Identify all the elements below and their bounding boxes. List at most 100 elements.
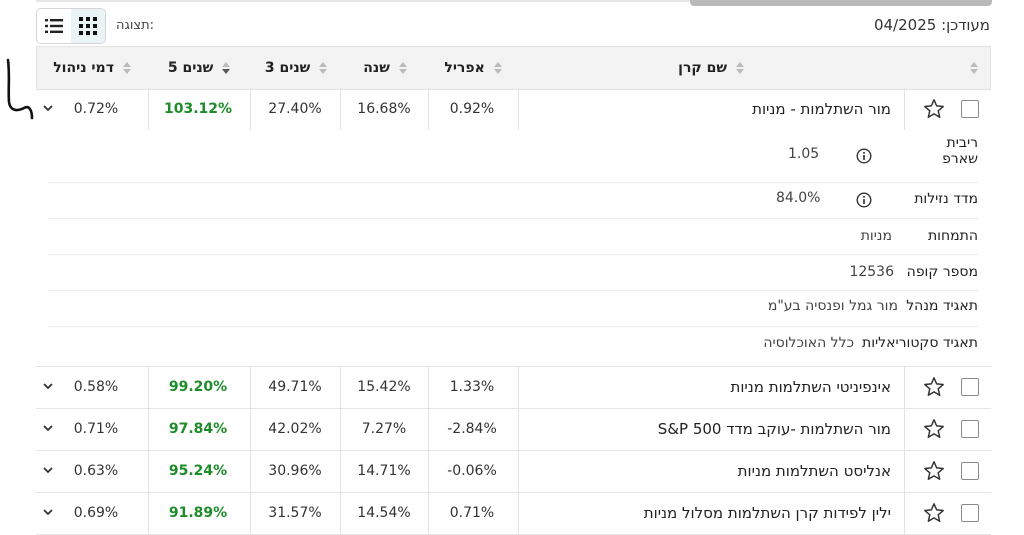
column-header-year[interactable]: שנה	[341, 47, 429, 89]
cell-divider	[340, 492, 341, 534]
cell-divider	[148, 492, 149, 534]
april-cell: -2.84%	[447, 421, 497, 437]
cell-divider	[518, 88, 519, 130]
updated-date: מעודכן: 04/2025	[873, 16, 990, 34]
cell-divider	[250, 366, 251, 408]
detail-row-fund-number: מספר קופה 12536	[48, 254, 978, 291]
cell-divider	[518, 492, 519, 534]
fund-number-label: מספר קופה	[906, 264, 978, 280]
april-cell: 0.71%	[449, 505, 495, 521]
cell-divider	[428, 88, 429, 130]
cell-divider	[904, 450, 905, 492]
year-cell: 15.42%	[357, 379, 411, 395]
fund-name[interactable]: מור השתלמות -עוקב מדד S&P 500	[657, 420, 891, 438]
list-icon	[45, 19, 63, 33]
specialization-label: התמחות	[927, 228, 978, 244]
cell-divider	[148, 450, 149, 492]
row-checkbox[interactable]	[961, 100, 979, 118]
cell-divider	[904, 408, 905, 450]
sort-icon	[122, 62, 131, 74]
cell-divider	[148, 366, 149, 408]
mgmt-fee-cell: 0.71%	[73, 421, 119, 437]
cell-divider	[428, 366, 429, 408]
detail-row-sharpe: ריבית שארפ 1.05	[48, 130, 978, 183]
column-header-fund-name[interactable]: שם קרן	[519, 47, 903, 89]
sort-icon	[493, 62, 502, 74]
detail-row-liquidity: מדד נזילות 84.0%	[48, 182, 978, 219]
year-cell: 14.54%	[357, 505, 411, 521]
view-label: תצוגה:	[116, 18, 155, 33]
three-years-cell: 42.02%	[268, 421, 322, 437]
three-years-cell: 27.40%	[268, 101, 322, 117]
april-cell: 0.92%	[449, 101, 495, 117]
fund-number-value: 12536	[849, 264, 894, 280]
fund-name[interactable]: אינפיניטי השתלמות מניות	[730, 378, 891, 396]
cell-divider	[340, 366, 341, 408]
row-checkbox[interactable]	[961, 462, 979, 480]
column-header-five-years[interactable]: 5 שנים	[149, 47, 249, 89]
star-icon[interactable]	[923, 376, 945, 398]
three-years-cell: 30.96%	[268, 463, 322, 479]
view-toggle	[36, 8, 106, 44]
cell-divider	[148, 88, 149, 130]
mgmt-fee-cell: 0.69%	[73, 505, 119, 521]
cell-divider	[428, 408, 429, 450]
fund-details-panel: ריבית שארפ 1.05 מדד נזילות 84.0% התמחות …	[36, 130, 991, 367]
row-checkbox[interactable]	[961, 504, 979, 522]
star-icon[interactable]	[923, 418, 945, 440]
fund-name[interactable]: אנליסט השתלמות מניות	[737, 462, 891, 480]
grid-view-button[interactable]	[71, 9, 105, 43]
five-years-cell: 95.24%	[168, 463, 228, 479]
sort-desc-icon	[222, 62, 231, 74]
chevron-down-icon[interactable]	[42, 464, 54, 476]
table-header: דמי ניהול 5 שנים 3 שנים שנה אפריל שם קרן	[36, 46, 991, 90]
row-checkbox[interactable]	[961, 378, 979, 396]
cell-divider	[340, 408, 341, 450]
toolbar: תצוגה: מעודכן: 04/2025	[36, 8, 990, 44]
year-cell: 14.71%	[357, 463, 411, 479]
cell-divider	[250, 450, 251, 492]
cell-divider	[904, 88, 905, 130]
table-row[interactable]: 0.69% 91.89% 31.57% 14.54% 0.71% ילין לפ…	[36, 492, 991, 535]
sort-icon	[735, 62, 744, 74]
actuarial-label: תאגיד סקטוריאליות	[862, 335, 978, 351]
liquidity-label: מדד נזילות	[914, 191, 978, 207]
fund-name[interactable]: ילין לפידות קרן השתלמות מסלול מניות	[643, 504, 891, 522]
mgmt-fee-cell: 0.63%	[73, 463, 119, 479]
chevron-down-icon[interactable]	[42, 422, 54, 434]
five-years-cell: 91.89%	[168, 505, 228, 521]
table-row[interactable]: 0.72% 103.12% 27.40% 16.68% 0.92% מור הש…	[36, 88, 991, 131]
cell-divider	[518, 408, 519, 450]
cell-divider	[340, 450, 341, 492]
row-checkbox[interactable]	[961, 420, 979, 438]
list-view-button[interactable]	[37, 9, 71, 43]
info-icon[interactable]	[856, 192, 872, 208]
chevron-down-icon[interactable]	[42, 380, 54, 392]
chevron-down-icon[interactable]	[42, 102, 54, 114]
april-cell: -0.06%	[447, 463, 497, 479]
column-header-mgmt-fee[interactable]: דמי ניהול	[37, 47, 147, 89]
sort-icon	[319, 62, 328, 74]
info-icon[interactable]	[856, 148, 872, 164]
cell-divider	[904, 366, 905, 408]
sharpe-label: ריבית שארפ	[942, 135, 978, 167]
star-icon[interactable]	[923, 460, 945, 482]
star-icon[interactable]	[923, 502, 945, 524]
chevron-down-icon[interactable]	[42, 506, 54, 518]
detail-row-actuarial: תאגיד סקטוריאליות כלל האוכלוסיה	[48, 326, 978, 362]
april-cell: 1.33%	[449, 379, 495, 395]
cell-divider	[904, 492, 905, 534]
table-row[interactable]: 0.63% 95.24% 30.96% 14.71% -0.06% אנליסט…	[36, 450, 991, 493]
column-header-select[interactable]	[957, 47, 987, 89]
cell-divider	[428, 450, 429, 492]
column-header-april[interactable]: אפריל	[429, 47, 517, 89]
fund-name[interactable]: מור השתלמות - מניות	[752, 100, 891, 118]
manager-label: תאגיד מנהל	[906, 298, 978, 314]
column-header-three-years[interactable]: 3 שנים	[251, 47, 341, 89]
table-row[interactable]: 0.71% 97.84% 42.02% 7.27% -2.84% מור השת…	[36, 408, 991, 451]
liquidity-value: 84.0%	[776, 190, 821, 206]
table-row[interactable]: 0.58% 99.20% 49.71% 15.42% 1.33% אינפיני…	[36, 366, 991, 409]
star-icon[interactable]	[923, 98, 945, 120]
detail-row-specialization: התמחות מניות	[48, 218, 978, 255]
sharpe-value: 1.05	[788, 146, 820, 162]
